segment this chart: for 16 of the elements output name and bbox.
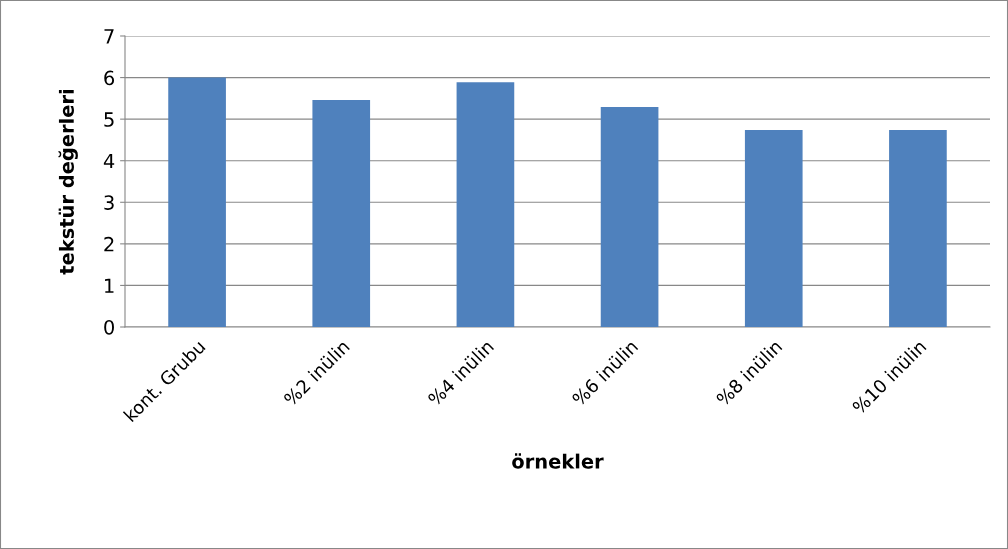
x-axis-title: örnekler — [512, 453, 604, 469]
bar — [456, 82, 515, 327]
bar — [600, 107, 659, 327]
y-tick-label: 3 — [104, 195, 114, 210]
bar — [312, 100, 371, 327]
y-tick-label: 0 — [104, 319, 114, 335]
y-tick-label: 6 — [104, 70, 115, 86]
y-tick-label: 2 — [104, 236, 114, 252]
y-tick-label: 4 — [103, 153, 115, 169]
y-tick-label: 1 — [105, 278, 114, 293]
bar — [889, 129, 947, 327]
y-tick-label: 5 — [104, 112, 114, 127]
y-axis-title: tekstür değerleri — [58, 89, 78, 275]
bar — [168, 77, 226, 327]
y-tick-label: 7 — [104, 29, 114, 44]
bar — [744, 129, 803, 327]
